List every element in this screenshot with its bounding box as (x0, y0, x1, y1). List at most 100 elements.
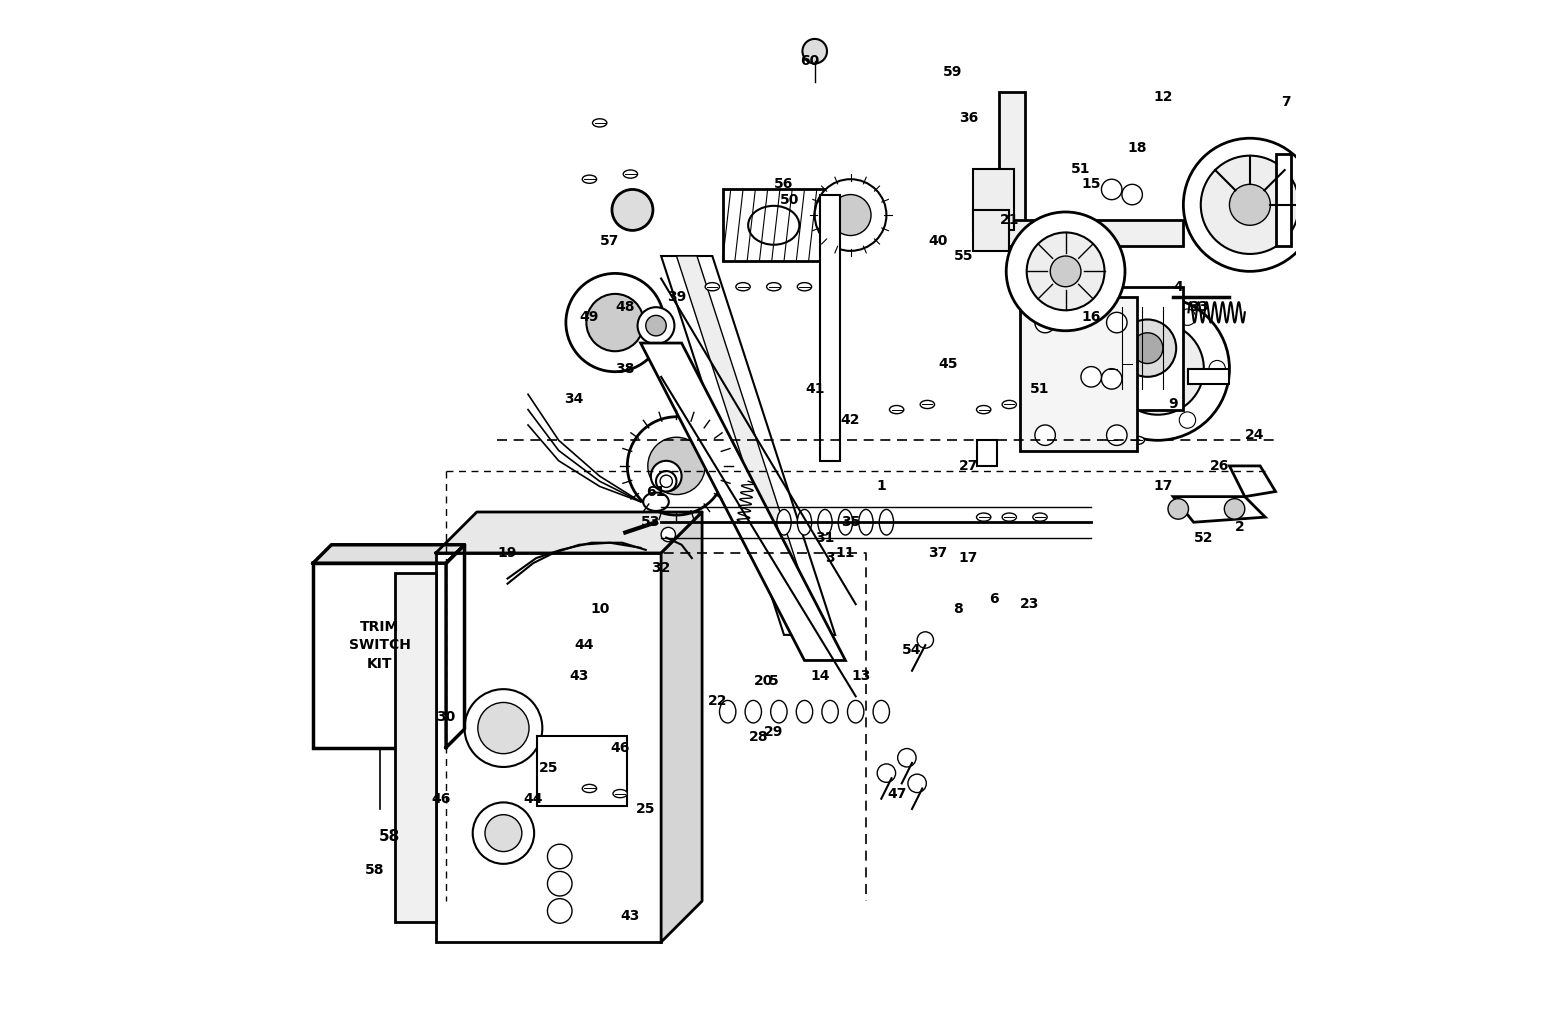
Ellipse shape (767, 283, 781, 291)
Text: 4: 4 (1173, 280, 1184, 294)
Text: 58: 58 (365, 863, 384, 878)
Ellipse shape (593, 119, 607, 127)
Circle shape (638, 307, 674, 344)
Polygon shape (1189, 369, 1229, 384)
Circle shape (648, 437, 706, 495)
Text: 49: 49 (580, 310, 599, 325)
Circle shape (1007, 212, 1124, 331)
Ellipse shape (756, 510, 771, 535)
Text: 17: 17 (958, 551, 978, 565)
Circle shape (638, 312, 659, 333)
Circle shape (1087, 297, 1229, 440)
Text: 58: 58 (379, 829, 400, 845)
Text: 46: 46 (610, 740, 630, 755)
Bar (538, 736, 627, 806)
Text: 46: 46 (431, 792, 450, 806)
Circle shape (1051, 256, 1080, 287)
Ellipse shape (859, 510, 873, 535)
Polygon shape (445, 545, 464, 748)
Ellipse shape (622, 170, 638, 178)
Circle shape (1090, 360, 1107, 377)
Ellipse shape (873, 700, 889, 723)
Text: 45: 45 (938, 356, 958, 371)
Ellipse shape (977, 513, 991, 521)
Circle shape (1209, 360, 1225, 377)
Ellipse shape (1131, 436, 1145, 444)
Text: 34: 34 (564, 392, 583, 407)
Polygon shape (820, 195, 840, 461)
Text: 51: 51 (1030, 382, 1049, 396)
Ellipse shape (1033, 513, 1047, 521)
Bar (999, 92, 1024, 246)
Circle shape (897, 749, 916, 767)
Text: 42: 42 (840, 413, 861, 427)
Text: 44: 44 (574, 638, 594, 652)
Bar (999, 220, 1184, 246)
Text: 28: 28 (748, 730, 768, 744)
Circle shape (1229, 184, 1270, 225)
Text: 8: 8 (953, 602, 963, 616)
Text: 25: 25 (637, 802, 655, 816)
Circle shape (651, 461, 682, 492)
Circle shape (815, 179, 886, 251)
Text: 56: 56 (775, 177, 793, 191)
Circle shape (1168, 499, 1189, 519)
Circle shape (478, 702, 528, 754)
Ellipse shape (582, 784, 596, 793)
Circle shape (917, 632, 933, 648)
Circle shape (829, 195, 872, 236)
Ellipse shape (889, 406, 903, 414)
Circle shape (472, 803, 535, 864)
Polygon shape (676, 256, 820, 635)
Ellipse shape (706, 283, 720, 291)
Circle shape (1027, 232, 1104, 310)
Circle shape (485, 815, 522, 852)
Text: 43: 43 (569, 669, 590, 683)
Circle shape (1132, 333, 1163, 364)
Circle shape (1184, 138, 1317, 271)
Ellipse shape (582, 175, 596, 183)
Circle shape (1112, 323, 1204, 415)
Text: 15: 15 (1082, 177, 1101, 191)
Circle shape (908, 774, 927, 793)
Text: 18: 18 (1127, 141, 1148, 156)
Text: 59: 59 (944, 65, 963, 79)
Circle shape (612, 189, 652, 230)
Circle shape (646, 315, 666, 336)
Circle shape (547, 844, 572, 868)
Text: 50: 50 (779, 193, 798, 207)
Text: 25: 25 (539, 761, 558, 775)
Circle shape (1179, 412, 1196, 428)
Circle shape (627, 417, 726, 515)
Ellipse shape (613, 790, 627, 798)
Ellipse shape (735, 283, 750, 291)
Text: 16: 16 (1082, 310, 1101, 325)
Circle shape (1123, 184, 1143, 205)
Ellipse shape (1104, 365, 1120, 373)
Text: 2: 2 (1236, 520, 1245, 535)
Ellipse shape (847, 700, 864, 723)
Ellipse shape (660, 475, 673, 487)
Ellipse shape (1120, 359, 1134, 368)
Ellipse shape (745, 700, 762, 723)
Circle shape (1107, 312, 1127, 333)
Circle shape (877, 764, 895, 782)
Polygon shape (662, 512, 702, 942)
Circle shape (1035, 425, 1055, 445)
Polygon shape (723, 189, 825, 261)
Bar (314, 563, 445, 748)
Ellipse shape (818, 510, 833, 535)
Text: 23: 23 (1021, 597, 1040, 611)
Bar (974, 169, 1014, 230)
Text: 43: 43 (621, 909, 640, 924)
Ellipse shape (839, 510, 853, 535)
Ellipse shape (720, 700, 735, 723)
Polygon shape (1229, 466, 1275, 497)
Circle shape (1120, 319, 1176, 377)
Ellipse shape (822, 700, 839, 723)
Polygon shape (641, 343, 845, 660)
Ellipse shape (1002, 513, 1016, 521)
Polygon shape (1173, 497, 1265, 522)
Text: 35: 35 (840, 515, 861, 529)
Polygon shape (662, 256, 836, 635)
